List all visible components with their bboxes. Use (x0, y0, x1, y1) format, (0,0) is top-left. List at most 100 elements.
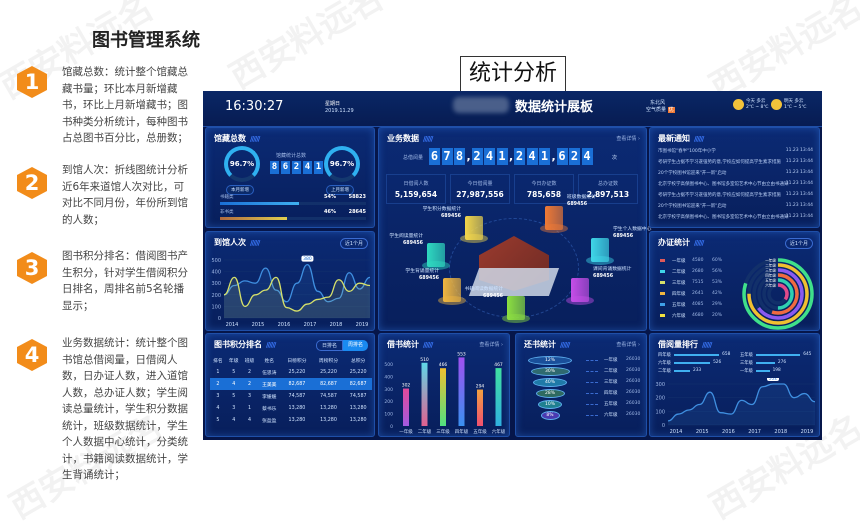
gauge-this-month: 96.7% (224, 146, 260, 182)
table-cell: 13,280 (349, 417, 367, 423)
building-label: 班级数据统计 689456 (567, 194, 627, 208)
stat-card: 总办证数 2,897,513 (578, 174, 638, 204)
table-cell: 5 (232, 369, 236, 375)
view-details-link[interactable]: 查看详情 › (616, 342, 640, 348)
period-select[interactable]: 近1个月 (784, 238, 813, 249)
ranking-table: 排名 年级 班级 姓名 日榜积分 周榜积分 总积分 1 5 2 伍思涛 25,220 25,220 25,… (210, 354, 372, 426)
legend-swatch (660, 314, 665, 317)
funnel-layer: 30% (530, 367, 570, 376)
panel-title: 借阅量排行////// (658, 340, 712, 349)
funnel-layer: 10% (538, 400, 562, 409)
legend-value: 2680 (692, 269, 704, 274)
collection-bar-row: 非书类 46% 28645 (220, 209, 366, 224)
x-tick-label: 2016 (278, 322, 291, 328)
x-tick-label: 三年级 (436, 428, 450, 435)
building-name: 班级数据统计 (567, 195, 596, 200)
digit: 2 (569, 148, 580, 165)
bar (477, 389, 483, 426)
building-value: 689456 (567, 202, 588, 207)
table-cell: 张盈盈 (262, 418, 277, 424)
digit: 4 (303, 161, 312, 174)
building-name: 学生阅读量统计 (389, 234, 423, 239)
panel-notices: 最新通知////// 市图书馆"春半"100年中小学 11.23 13:44 考研学… (649, 127, 820, 228)
y-tick-label: 0 (662, 423, 665, 429)
table-row[interactable]: 3 5 3 李媛媛 74,587 74,587 74,587 (210, 390, 372, 402)
number-badge-3: 3 (17, 252, 47, 284)
sun-cloud-icon (733, 99, 744, 110)
table-row[interactable]: 5 4 4 张盈盈 13,280 13,280 13,280 (210, 414, 372, 426)
tab-weekly[interactable]: 周排名 (342, 340, 368, 351)
table-cell: 2 (210, 378, 226, 390)
table-cell: 13,280 (288, 417, 306, 423)
digit: 6 (556, 148, 568, 165)
ring-label: 一年级 (765, 258, 776, 263)
table-cell: 25,220 (349, 369, 367, 375)
legend-pct: 56% (712, 269, 723, 274)
notice-time: 11.23 13:44 (785, 159, 813, 164)
table-cell: 25,220 (288, 369, 306, 375)
table-row[interactable]: 4 3 1 蔡书乐 13,280 13,280 13,280 (210, 402, 372, 414)
building-value: 689456 (440, 214, 461, 219)
notice-time: 11.23 13:44 (785, 181, 813, 186)
point-2-text: 到馆人次：折线图统计分析近6年来道馆人次对比，可对比不同月份，年份所到馆的人数； (62, 164, 188, 226)
leader-line (586, 415, 598, 416)
ring-label: 二年级 (765, 263, 776, 268)
funnel-layer: 12% (528, 356, 572, 365)
column-header: 年级 (228, 358, 239, 364)
table-cell: 13,280 (349, 405, 367, 411)
legend-label: 五年级 (604, 402, 618, 407)
air-value: 优 (667, 107, 675, 113)
notice-item[interactable]: 北京学校学高保图书中心、图书馆多室馆艺术中心节由立由书通知 11.23 13:44 (658, 214, 813, 224)
period-select[interactable]: 近1个月 (339, 238, 368, 249)
notice-item[interactable]: 市图书馆"春半"100年中小学 11.23 13:44 (658, 148, 813, 158)
panel-title: 最新通知////// (658, 134, 704, 143)
table-cell: 2 (241, 378, 258, 390)
notice-item[interactable]: 20个学校图书馆迎来"开一新"启动 11.23 13:44 (658, 203, 813, 213)
notice-item[interactable]: 考研学生占据不学习遂强势的意,学校应如何提高学生素求措施 11.23 13:44 (658, 159, 813, 169)
series-area (224, 264, 370, 318)
legend-value: 4085 (692, 302, 704, 307)
ring-arc (747, 263, 809, 325)
building-name: 学生个人数据中心 (613, 227, 652, 232)
building-label: 学生个人数据中心 689456 (613, 226, 673, 240)
point-4-text: 业务数据统计：统计整个图书馆总借阅量，日借阅人数，日办证人数，进入道馆人数，总办… (62, 337, 188, 481)
y-tick-label: 200 (384, 399, 393, 405)
bar-label: 书籍类 (220, 195, 234, 200)
table-row[interactable]: 2 4 2 王美美 82,687 82,687 82,687 (210, 378, 372, 390)
building-label: 课间背诵数据统计 689456 (593, 266, 653, 280)
leader-line (586, 360, 598, 361)
x-tick-label: 2015 (252, 322, 265, 328)
table-row[interactable]: 1 5 2 伍思涛 25,220 25,220 25,220 (210, 366, 372, 378)
bar-pct: 46% (324, 209, 336, 215)
building-icon (571, 278, 589, 302)
weather-tomorrow: 明天 多云 1℃ ~ 5℃ (784, 99, 806, 111)
x-tick-label: 一年级 (399, 428, 413, 435)
gauge-label: 本月新增 (226, 185, 254, 195)
building-name: 书籍阅读数据统计 (464, 287, 503, 292)
air-quality: 空气质量 优 (646, 106, 675, 113)
view-details-link[interactable]: 查看详情 › (479, 342, 503, 348)
legend-label: 二年级 (672, 270, 686, 275)
leader-line (586, 382, 598, 383)
bar-value-label: 302 (402, 383, 411, 389)
building-label: 学生背诵量统计 689456 (383, 268, 439, 282)
bar (421, 362, 428, 426)
notice-item[interactable]: 北京学校学高保图书中心、图书馆多室馆艺术中心节由立由书通知 11.23 13:44 (658, 181, 813, 191)
legend-value: 26030 (626, 412, 641, 417)
legend-pct: 20% (712, 313, 723, 318)
dashboard-title: 数据统计展板 (515, 100, 594, 115)
table-cell: 13,280 (288, 405, 306, 411)
legend-pct: 29% (712, 302, 723, 307)
tab-daily[interactable]: 日排名 (315, 340, 343, 351)
column-header: 班级 (244, 358, 255, 364)
stat-value: 5,159,654 (394, 190, 438, 199)
y-tick-label: 300 (655, 382, 665, 388)
table-cell: 伍思涛 (262, 370, 277, 376)
view-details-link[interactable]: 查看详情 › (616, 136, 640, 142)
notice-item[interactable]: 20个学校图书馆迎来"开一新"启动 11.23 13:44 (658, 170, 813, 180)
notice-time: 11.23 13:44 (785, 203, 813, 208)
table-cell: 5 (232, 393, 236, 399)
panel-title: 馆藏总数////// (214, 134, 260, 143)
digit: 6 (281, 161, 290, 174)
notice-item[interactable]: 考研学生占据不学习遂强势的意,学校应如何提高学生素求措施 11.23 13:44 (658, 192, 813, 202)
